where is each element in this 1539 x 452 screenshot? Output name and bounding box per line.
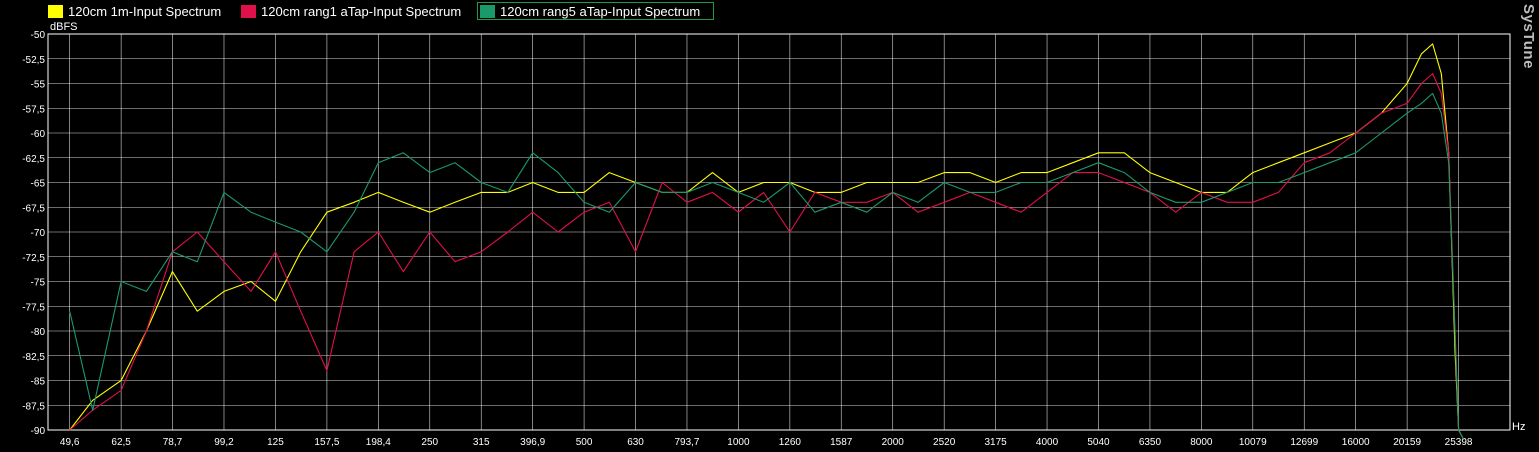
y-axis-ticks: -50 -52,5 -55 -57,5 -60 -62,5 -65 -67,5 -70 -72,5… (22, 30, 45, 437)
series-lines (69, 43, 1465, 441)
x-axis-unit: Hz (1512, 421, 1525, 433)
x-tick-label: 396,9 (520, 437, 545, 448)
x-tick-label: 630 (627, 437, 644, 448)
x-tick-label: 500 (576, 437, 593, 448)
series-line-1 (69, 43, 1465, 441)
x-tick-label: 125 (267, 437, 284, 448)
y-tick-label: -90 (31, 426, 46, 437)
y-tick-label: -50 (31, 30, 46, 41)
legend-swatch-red (241, 4, 256, 18)
legend-item-series-2[interactable]: 120cm rang1 aTap-Input Spectrum (241, 2, 461, 20)
legend-swatch-green (480, 4, 495, 18)
x-tick-label: 8000 (1190, 437, 1213, 448)
legend-item-series-3[interactable]: 120cm rang5 aTap-Input Spectrum (477, 2, 714, 20)
x-tick-label: 12699 (1290, 437, 1318, 448)
x-tick-label: 49,6 (60, 437, 80, 448)
x-tick-label: 62,5 (111, 437, 131, 448)
plot-frame (47, 33, 1511, 431)
x-tick-label: 250 (421, 437, 438, 448)
x-tick-label: 2520 (933, 437, 956, 448)
y-tick-label: -87,5 (22, 401, 45, 412)
x-axis-ticks: 49,6 62,5 78,7 99,2 125 157,5 198,4 250 315 396,9… (60, 437, 1473, 448)
x-tick-label: 99,2 (214, 437, 234, 448)
legend-swatch-yellow (48, 4, 63, 18)
x-tick-label: 1000 (727, 437, 750, 448)
y-tick-label: -65 (31, 179, 46, 190)
y-tick-label: -52,5 (22, 55, 45, 66)
x-tick-label: 25398 (1445, 437, 1473, 448)
x-tick-label: 5040 (1087, 437, 1110, 448)
grid (47, 33, 1511, 431)
brand-label: SysTune (1520, 4, 1537, 69)
x-tick-label: 16000 (1342, 437, 1370, 448)
legend-item-series-1[interactable]: 120cm 1m-Input Spectrum (48, 2, 221, 20)
y-tick-label: -62,5 (22, 154, 45, 165)
y-tick-label: -57,5 (22, 104, 45, 115)
y-tick-label: -75 (31, 278, 46, 289)
x-tick-label: 10079 (1239, 437, 1267, 448)
y-tick-label: -77,5 (22, 302, 45, 313)
x-tick-label: 793,7 (674, 437, 699, 448)
x-tick-label: 20159 (1393, 437, 1421, 448)
x-tick-label: 6350 (1139, 437, 1162, 448)
y-tick-label: -55 (31, 80, 46, 91)
x-tick-label: 4000 (1036, 437, 1059, 448)
y-axis-unit: dBFS (50, 21, 78, 33)
y-tick-label: -80 (31, 327, 46, 338)
y-tick-label: -67,5 (22, 203, 45, 214)
x-tick-label: 1587 (830, 437, 853, 448)
x-tick-label: 157,5 (314, 437, 339, 448)
x-tick-label: 1260 (779, 437, 802, 448)
series-line-3 (69, 92, 1465, 441)
y-tick-label: -60 (31, 129, 46, 140)
y-tick-label: -82,5 (22, 352, 45, 363)
legend-label: 120cm 1m-Input Spectrum (68, 3, 222, 19)
x-tick-label: 198,4 (366, 437, 391, 448)
y-tick-label: -72,5 (22, 253, 45, 264)
x-tick-label: 78,7 (163, 437, 183, 448)
y-tick-label: -85 (31, 377, 46, 388)
x-tick-label: 2000 (882, 437, 905, 448)
series-line-2 (69, 73, 1465, 441)
legend-label: 120cm rang5 aTap-Input Spectrum (500, 3, 701, 19)
x-tick-label: 315 (473, 437, 490, 448)
y-tick-label: -70 (31, 228, 46, 239)
x-tick-label: 3175 (984, 437, 1007, 448)
legend-label: 120cm rang1 aTap-Input Spectrum (261, 3, 462, 19)
